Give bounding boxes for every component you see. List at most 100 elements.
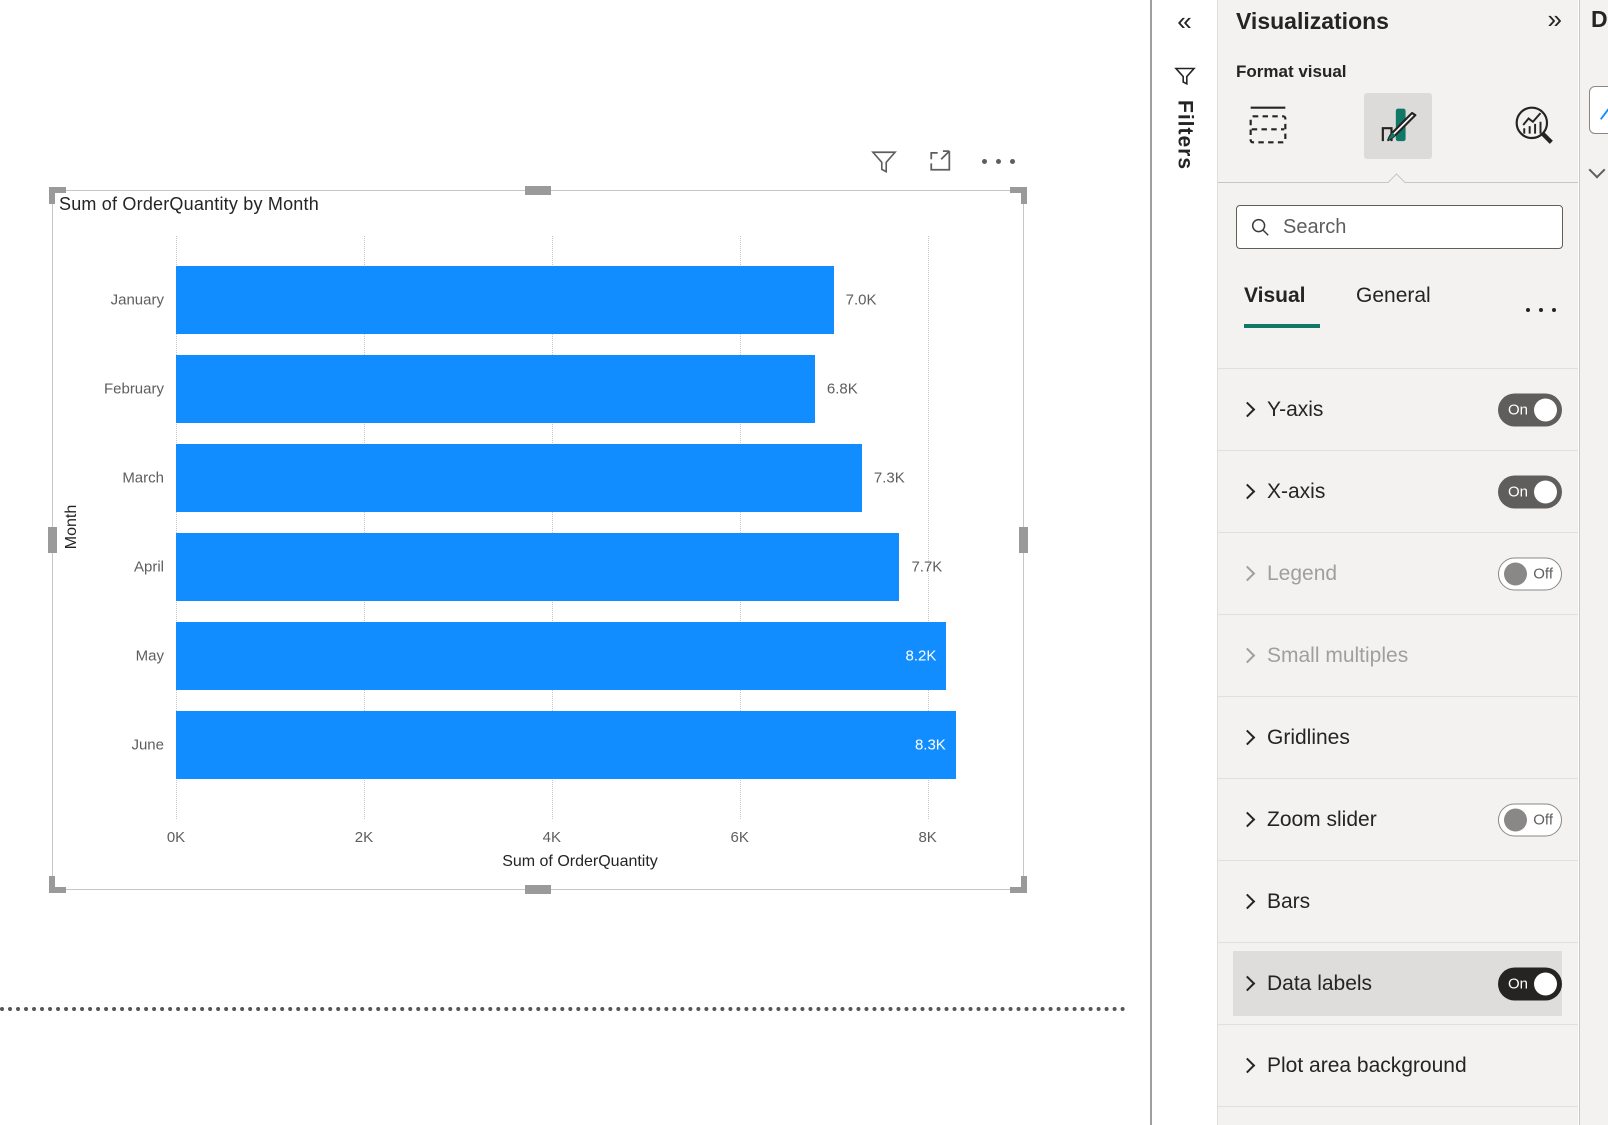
data-label: 7.3K bbox=[873, 469, 905, 487]
data-pane-title: D bbox=[1591, 6, 1608, 32]
toggle-state-label: On bbox=[1508, 483, 1529, 500]
x-tick-label: 8K bbox=[918, 829, 937, 846]
section-bars[interactable]: Bars bbox=[1218, 860, 1578, 942]
build-visual-icon[interactable] bbox=[1242, 99, 1294, 151]
chevron-right-icon[interactable] bbox=[1239, 729, 1256, 746]
toggle-switch[interactable]: On bbox=[1498, 967, 1562, 1000]
gridline bbox=[176, 236, 177, 819]
toggle-knob bbox=[1504, 808, 1527, 831]
bar-april[interactable]: 7.7K bbox=[176, 533, 942, 601]
gridline bbox=[927, 236, 929, 819]
resize-handle-bottom-right[interactable] bbox=[1010, 876, 1027, 893]
toggle-switch[interactable]: On bbox=[1498, 393, 1562, 426]
x-axis-title: Sum of OrderQuantity bbox=[502, 853, 658, 870]
bar-june[interactable]: 8.3K bbox=[176, 711, 956, 779]
chevron-right-icon[interactable] bbox=[1239, 401, 1256, 418]
chevron-right-icon[interactable] bbox=[1239, 565, 1256, 582]
section-data-labels[interactable]: Data labels On bbox=[1218, 942, 1578, 1024]
toggle-state-label: On bbox=[1508, 401, 1529, 418]
chevron-right-icon[interactable] bbox=[1239, 647, 1256, 664]
resize-handle-left[interactable] bbox=[48, 527, 57, 553]
section-legend[interactable]: Legend Off bbox=[1218, 532, 1578, 614]
resize-handle-top-right[interactable] bbox=[1010, 187, 1027, 204]
section-plot-area-background[interactable]: Plot area background bbox=[1218, 1024, 1578, 1106]
gridline bbox=[551, 236, 553, 819]
format-section-label: Small multiples bbox=[1267, 643, 1409, 667]
resize-handle-top-left[interactable] bbox=[49, 187, 66, 204]
pane-mode-icons bbox=[1218, 93, 1578, 163]
format-visual-icon[interactable] bbox=[1372, 100, 1424, 152]
collapse-pane-icon[interactable]: » bbox=[1547, 4, 1562, 34]
resize-handle-top[interactable] bbox=[525, 186, 551, 195]
gridline bbox=[363, 236, 365, 819]
filters-rail-label[interactable]: Filters bbox=[1173, 100, 1197, 171]
category-label: February bbox=[103, 380, 164, 398]
chevron-right-icon[interactable] bbox=[1239, 893, 1256, 910]
filters-rail: « Filters bbox=[1152, 0, 1217, 1125]
category-label: March bbox=[122, 469, 164, 487]
active-tab-underline bbox=[1244, 324, 1320, 328]
section-small-multiples[interactable]: Small multiples bbox=[1218, 614, 1578, 696]
resize-handle-right[interactable] bbox=[1019, 527, 1028, 553]
data-label: 7.0K bbox=[845, 291, 877, 309]
visual-thumbnail[interactable] bbox=[1589, 86, 1608, 134]
data-label: 8.3K bbox=[914, 736, 946, 754]
tabs-more-options-icon[interactable] bbox=[1526, 296, 1556, 324]
format-tabs: Visual General bbox=[1244, 284, 1558, 330]
x-tick-label: 4K bbox=[542, 829, 561, 846]
visual-toolbar bbox=[870, 147, 1015, 175]
chevron-right-icon[interactable] bbox=[1239, 1057, 1256, 1074]
bar-row: May 8.2K bbox=[136, 622, 984, 690]
x-tick-label: 2K bbox=[354, 829, 374, 846]
bar-row: April 7.7K bbox=[134, 533, 984, 601]
resize-handle-bottom[interactable] bbox=[525, 885, 551, 894]
more-options-icon[interactable] bbox=[982, 147, 1015, 175]
chevron-down-icon[interactable] bbox=[1588, 161, 1606, 179]
bar-march[interactable]: 7.3K bbox=[176, 444, 905, 512]
category-label: June bbox=[131, 736, 164, 754]
chevron-right-icon[interactable] bbox=[1239, 811, 1256, 828]
chevron-right-icon[interactable] bbox=[1239, 483, 1256, 500]
filter-funnel-icon[interactable] bbox=[870, 147, 898, 175]
resize-handle-bottom-left[interactable] bbox=[49, 876, 66, 893]
plot-area: January 7.0K February 6.8K March 7.3K April 7.7… bbox=[104, 236, 984, 819]
format-section-label: Bars bbox=[1267, 889, 1311, 913]
bar-january[interactable]: 7.0K bbox=[176, 266, 877, 334]
visualizations-pane-title: Visualizations bbox=[1236, 8, 1389, 34]
format-section-label: X-axis bbox=[1267, 479, 1326, 503]
focus-mode-icon[interactable] bbox=[926, 147, 954, 175]
section-row-partial bbox=[1218, 1106, 1578, 1125]
section-gridlines[interactable]: Gridlines bbox=[1218, 696, 1578, 778]
bar-row: June 8.3K bbox=[131, 711, 984, 779]
bar-chart-visual[interactable]: Sum of OrderQuantity by Month January 7.0… bbox=[48, 150, 1028, 894]
toggle-switch[interactable]: On bbox=[1498, 475, 1562, 508]
section-x-axis[interactable]: X-axis On bbox=[1218, 450, 1578, 532]
bar-february[interactable]: 6.8K bbox=[176, 355, 858, 423]
selected-icon-notch bbox=[1387, 173, 1406, 192]
format-visual-heading: Format visual bbox=[1236, 62, 1347, 81]
bar-row: March 7.3K bbox=[122, 444, 984, 512]
format-section-label: Y-axis bbox=[1267, 397, 1324, 421]
category-label: May bbox=[135, 647, 164, 665]
canvas-pane-divider bbox=[1150, 0, 1152, 1125]
toggle-switch[interactable]: Off bbox=[1498, 557, 1562, 590]
report-canvas[interactable]: Sum of OrderQuantity by Month January 7.0… bbox=[0, 0, 1150, 1125]
analytics-icon[interactable] bbox=[1508, 99, 1560, 151]
data-pane-sliver: D bbox=[1579, 0, 1608, 1125]
x-tick-label: 0K bbox=[166, 829, 186, 846]
bar-row: February 6.8K bbox=[104, 355, 984, 423]
y-axis-title: Month bbox=[63, 504, 80, 550]
section-zoom-slider[interactable]: Zoom slider Off bbox=[1218, 778, 1578, 860]
expand-filters-icon[interactable]: « bbox=[1177, 6, 1192, 36]
bar-may[interactable]: 8.2K bbox=[176, 622, 947, 690]
format-section-label: Data labels bbox=[1267, 971, 1373, 995]
toggle-knob bbox=[1504, 562, 1527, 585]
chevron-right-icon[interactable] bbox=[1239, 975, 1256, 992]
search-input[interactable] bbox=[1283, 215, 1550, 239]
toggle-switch[interactable]: Off bbox=[1498, 803, 1562, 836]
tab-visual[interactable]: Visual bbox=[1244, 284, 1306, 307]
format-section-label: Plot area background bbox=[1267, 1053, 1467, 1077]
x-tick-label: 6K bbox=[730, 829, 749, 846]
section-y-axis[interactable]: Y-axis On bbox=[1218, 368, 1578, 450]
tab-general[interactable]: General bbox=[1356, 284, 1431, 307]
